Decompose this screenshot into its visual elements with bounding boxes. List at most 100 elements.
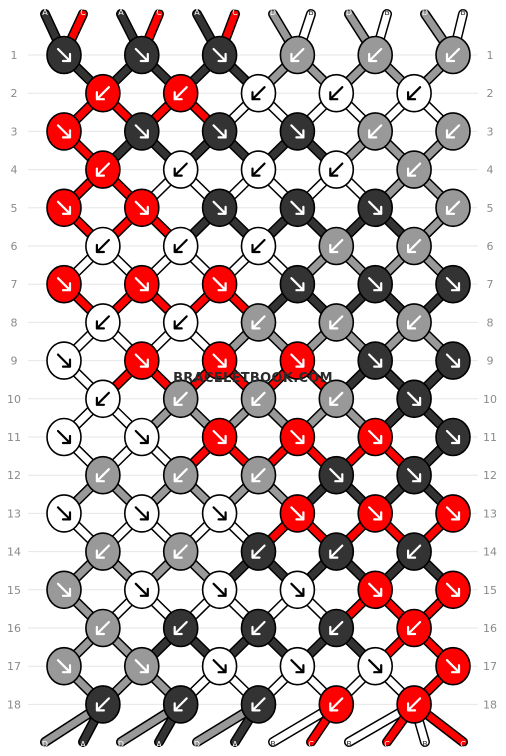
top-strand-label: D [346,8,352,17]
arrow-down-right-icon [212,429,227,445]
knot [240,226,277,266]
arrow-down-right-icon [445,582,461,597]
knot [435,35,471,75]
knot [162,608,199,648]
knot [85,150,121,189]
arrow-down-left-icon [251,620,266,636]
arrow-down-left-icon [329,86,344,101]
arrow-down-right-icon [134,47,149,63]
knot [85,685,121,724]
arrow-down-right-icon [56,353,72,368]
arrow-down-left-icon [329,238,344,254]
arrow-down-left-icon [173,697,188,712]
arrow-down-right-icon [134,659,149,674]
top-strand-label: B [308,8,314,17]
knot [318,303,355,342]
arrow-down-left-icon [251,162,266,177]
knot [435,341,471,380]
knot [201,188,238,228]
row-number-left: 4 [11,164,18,177]
arrow-down-left-icon [407,162,422,177]
row-number-left: 16 [7,622,21,635]
row-number-right: 4 [487,164,494,177]
arrow-down-left-icon [251,697,266,712]
knot [318,685,355,724]
arrow-down-left-icon [407,544,422,559]
arrow-down-right-icon [56,277,72,292]
knot [124,35,160,75]
arrow-down-left-icon [173,86,188,101]
arrow-down-left-icon [407,315,422,330]
row-number-right: 1 [487,49,494,62]
arrow-down-left-icon [95,391,110,406]
knot-layer [46,35,471,724]
arrow-down-left-icon [407,238,422,254]
knot [279,341,316,380]
knot [46,494,82,533]
arrow-down-left-icon [329,162,344,177]
knot [357,570,394,610]
knot [240,455,277,495]
arrow-down-right-icon [212,277,227,292]
bottom-strand-label: D [118,740,124,749]
knot [162,150,199,189]
bottom-strand-label: C [384,740,390,749]
arrow-down-right-icon [445,353,461,368]
knot [46,570,82,610]
knot [279,188,316,228]
knot [124,417,160,457]
arrow-down-left-icon [95,86,110,101]
arrow-down-right-icon [407,391,422,406]
row-number-left: 7 [11,278,18,291]
knot [357,646,394,686]
knot [435,264,471,304]
knot [46,341,82,380]
knot [279,35,316,75]
arrow-down-right-icon [212,506,227,521]
row-number-right: 6 [487,240,494,253]
knot [435,570,471,610]
arrow-down-right-icon [134,429,149,445]
arrow-down-right-icon [368,353,383,368]
knot [396,379,432,419]
arrow-down-right-icon [56,506,72,521]
knot [46,417,82,457]
top-strand-label: C [156,8,162,17]
arrow-down-right-icon [407,468,422,483]
knot [318,532,355,571]
arrow-down-right-icon [290,353,305,368]
knot [124,646,160,686]
row-number-left: 17 [7,660,21,673]
knot [240,150,277,189]
arrow-down-right-icon [290,429,305,445]
arrow-down-right-icon [212,200,227,215]
knot [162,455,199,495]
knot [279,112,316,151]
knot [201,494,238,533]
arrow-down-left-icon [368,124,383,139]
arrow-down-right-icon [56,47,72,63]
bottom-strand-label: A [156,740,162,749]
arrow-down-left-icon [368,47,383,63]
knot [279,646,316,686]
knot [46,646,82,686]
arrow-down-left-icon [251,544,266,559]
arrow-down-right-icon [134,353,149,368]
knot [85,303,121,342]
knot [124,112,160,151]
knot [201,264,238,304]
row-number-right: 8 [487,316,494,329]
top-strand-label: A [194,8,200,17]
arrow-down-left-icon [251,238,266,254]
top-strand-label: B [384,8,390,17]
arrow-down-left-icon [173,238,188,254]
knot [396,685,432,724]
bottom-strand-label: C [460,740,466,749]
knot [162,303,199,342]
knot [279,417,316,457]
row-number-right: 9 [487,355,494,368]
arrow-down-right-icon [134,582,149,597]
arrow-down-right-icon [445,659,461,674]
row-number-left: 14 [7,546,21,559]
